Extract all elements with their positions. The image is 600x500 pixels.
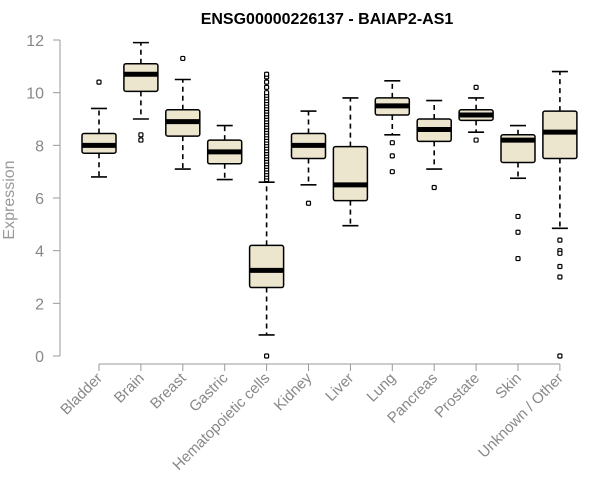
y-tick-label: 12 xyxy=(26,33,44,50)
box-group-skin xyxy=(500,124,536,262)
box-group-bladder xyxy=(81,79,117,178)
outlier-point xyxy=(557,237,563,243)
outlier-point xyxy=(473,84,479,91)
outlier-point xyxy=(264,84,270,91)
y-tick-label: 10 xyxy=(26,86,44,103)
x-tick-label: Prostate xyxy=(431,370,483,422)
outlier-point xyxy=(96,79,102,85)
x-tick-label: Skin xyxy=(492,370,525,403)
x-tick-label: Kidney xyxy=(271,369,316,414)
x-tick-label: Brain xyxy=(111,370,148,407)
outlier-point xyxy=(431,184,437,191)
outlier-point xyxy=(515,255,521,262)
outlier-point xyxy=(305,200,312,206)
x-tick-label: Breast xyxy=(147,369,190,412)
outlier-point xyxy=(180,55,186,62)
box-group-unknown-other xyxy=(542,70,578,359)
outlier-point xyxy=(557,353,563,359)
y-axis-label: Expression xyxy=(1,160,18,239)
outlier-point xyxy=(138,137,144,143)
box-group-liver xyxy=(332,97,369,227)
box-group-breast xyxy=(165,55,201,170)
outlier-point xyxy=(473,137,479,143)
outlier-point xyxy=(557,263,563,270)
y-tick-label: 2 xyxy=(35,296,44,313)
x-tick-label: Liver xyxy=(322,370,357,405)
box-group-hematopoietic-cells xyxy=(248,71,285,359)
outlier-point xyxy=(264,353,270,359)
outlier-point xyxy=(557,274,563,280)
iqr-box xyxy=(332,145,369,202)
plot-area xyxy=(81,41,578,359)
outlier-point xyxy=(515,229,521,235)
box-group-kidney xyxy=(290,110,327,206)
x-tick-label: Bladder xyxy=(57,370,106,419)
outlier-point xyxy=(389,140,395,146)
box-group-gastric xyxy=(206,124,243,181)
y-tick-label: 6 xyxy=(35,191,44,208)
box-group-pancreas xyxy=(416,99,452,191)
y-tick-label: 8 xyxy=(35,138,44,155)
outlier-point xyxy=(138,132,144,138)
outlier-point xyxy=(264,71,270,77)
outlier-point xyxy=(264,90,270,96)
iqr-box xyxy=(248,244,285,289)
outlier-point xyxy=(515,213,521,220)
outlier-point xyxy=(389,153,395,159)
y-axis: 0 2 4 6 8 10 12 xyxy=(26,33,61,366)
outlier-point xyxy=(557,250,563,256)
box-group-lung xyxy=(374,80,411,175)
x-tick-label: Lung xyxy=(364,370,400,406)
iqr-box xyxy=(123,62,159,93)
outlier-point xyxy=(264,79,270,85)
y-tick-label: 0 xyxy=(35,349,44,366)
chart-title: ENSG00000226137 - BAIAP2-AS1 xyxy=(201,11,454,28)
box-group-brain xyxy=(123,41,159,143)
iqr-box xyxy=(542,110,578,160)
y-tick-label: 4 xyxy=(35,244,44,261)
box-group-prostate xyxy=(458,84,494,143)
outlier-point xyxy=(389,169,395,175)
